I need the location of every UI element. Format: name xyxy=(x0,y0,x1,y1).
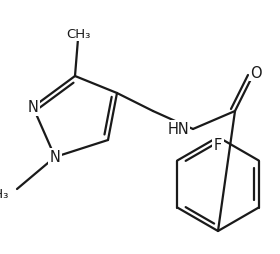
Text: CH₃: CH₃ xyxy=(66,27,90,40)
Text: CH₃: CH₃ xyxy=(0,188,9,201)
Text: F: F xyxy=(214,138,222,153)
Text: HN: HN xyxy=(167,122,189,137)
Text: O: O xyxy=(250,65,262,80)
Text: N: N xyxy=(27,100,38,115)
Text: N: N xyxy=(50,150,60,165)
